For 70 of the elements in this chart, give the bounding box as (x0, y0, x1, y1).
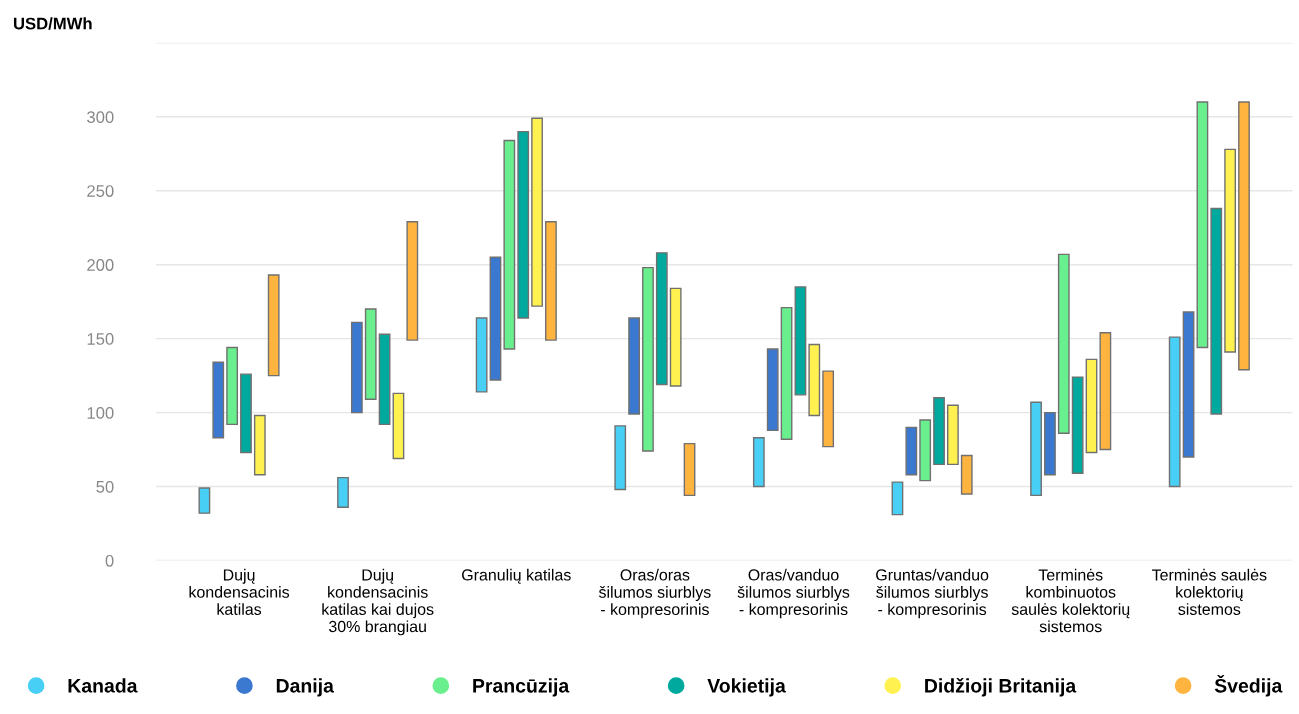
legend-label: Danija (276, 678, 335, 697)
bar (1057, 253, 1070, 434)
bar (822, 370, 835, 448)
bar (545, 221, 557, 341)
bar (947, 404, 959, 466)
bar (1238, 101, 1250, 371)
x-tick-label: Granulių katilas (462, 568, 571, 584)
y-axis-title: USD/MWh (13, 17, 92, 30)
bar (1210, 207, 1223, 415)
bar (628, 317, 640, 415)
x-tick-label: Terminės kombinuotos saulės kolektorių sistemos (1011, 568, 1130, 633)
y-tick-label: 250 (87, 185, 114, 197)
bar (669, 287, 682, 387)
bar (267, 274, 280, 377)
bar (960, 454, 973, 495)
bar (1196, 101, 1209, 349)
bar (1030, 401, 1042, 497)
bar (752, 437, 765, 488)
bar (337, 476, 349, 508)
x-tick-label: Dujų kondensacinis katilas kai dujos 30% brangiau (322, 568, 434, 636)
x-tick-label: Gruntas/vanduo šilumos siurblys - kompresorinis (876, 568, 989, 619)
bar (226, 346, 239, 426)
legend-label: Vokietija (707, 678, 786, 697)
bar (919, 419, 932, 482)
legend-label: Prancūzija (473, 678, 570, 697)
x-tick-label: Terminės saulės kolektorių sistemos (1152, 568, 1267, 615)
x-tick-label: Dujų kondensacinis katilas (189, 568, 290, 615)
bar (614, 425, 627, 491)
bar (1224, 148, 1237, 353)
bar (891, 481, 904, 516)
y-tick-label: 100 (87, 406, 114, 419)
bar (531, 117, 543, 307)
x-tick-label: Oras/oras šilumos siurblys - kompresorinis (598, 568, 711, 619)
bar (905, 426, 918, 476)
bar (780, 306, 793, 440)
bar (489, 256, 502, 381)
bar (364, 308, 377, 400)
bar (655, 252, 668, 386)
bar (1182, 311, 1195, 458)
bar (503, 139, 516, 350)
bar (1071, 376, 1084, 474)
y-tick-label: 300 (87, 111, 114, 123)
bar (240, 373, 252, 454)
bar (406, 221, 419, 341)
bar (212, 361, 225, 439)
bar (475, 317, 488, 393)
bar (1168, 336, 1181, 488)
x-tick-label: Oras/vanduo šilumos siurblys - kompresorinis (737, 568, 850, 619)
bar (1099, 332, 1112, 451)
legend-label: Didžioji Britanija (925, 677, 1077, 697)
bar (1085, 358, 1098, 454)
y-tick-label: 50 (96, 480, 114, 493)
y-tick-label: 200 (87, 259, 114, 271)
bar (350, 321, 363, 414)
bar (808, 343, 821, 417)
bar (253, 414, 266, 476)
bar (1044, 411, 1056, 476)
legend-label: Švedija (1214, 675, 1283, 697)
bar (517, 130, 530, 319)
bar (392, 392, 405, 460)
y-tick-label: 0 (105, 554, 114, 567)
bar (933, 397, 945, 466)
y-tick-label: 150 (87, 333, 114, 345)
bar (683, 442, 696, 497)
bar (794, 286, 807, 396)
legend-label: Kanada (68, 678, 138, 693)
bar (766, 348, 779, 432)
bar (378, 333, 391, 426)
bar (198, 487, 211, 514)
bar (642, 266, 654, 452)
